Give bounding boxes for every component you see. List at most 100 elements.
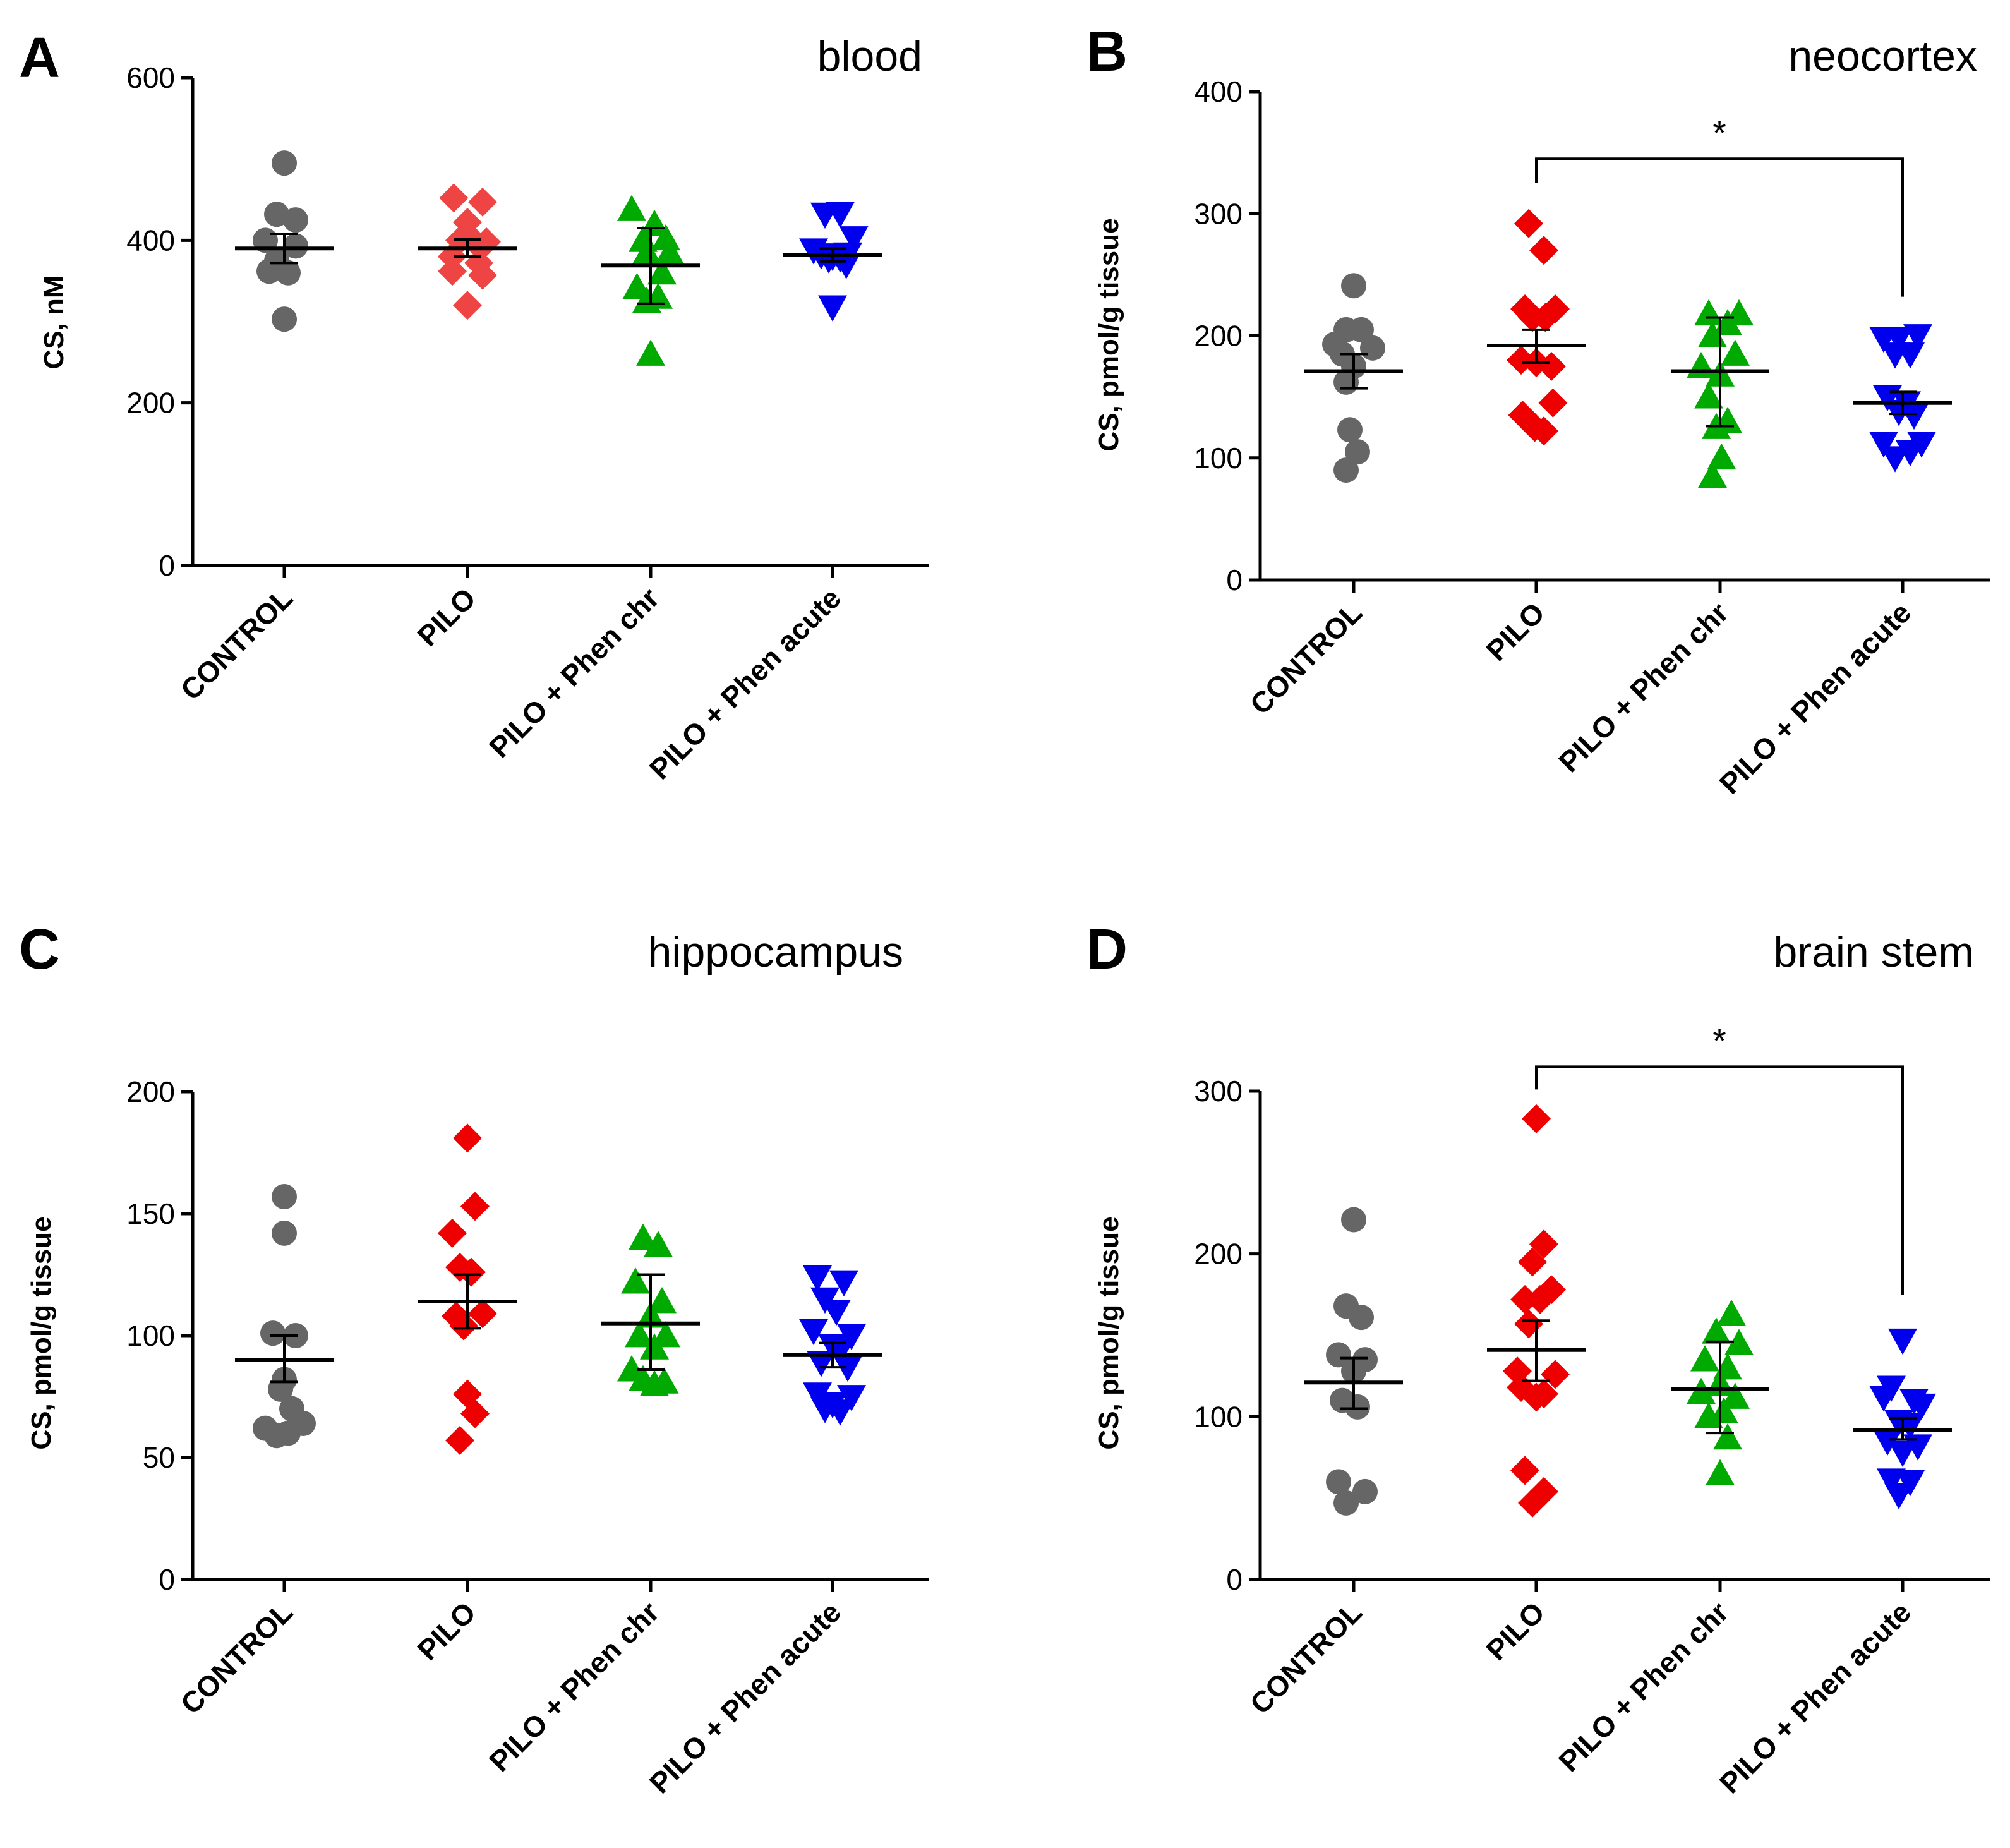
data-point [831, 253, 861, 279]
data-point [1514, 208, 1543, 238]
data-point [1538, 388, 1568, 418]
x-category-label: PILO + Phen chr [483, 581, 665, 764]
data-point [1341, 1207, 1366, 1233]
y-tick-label: 100 [1194, 442, 1243, 474]
data-point [625, 1321, 654, 1348]
data-point [457, 1257, 486, 1287]
data-point [647, 1286, 677, 1314]
y-tick-label: 200 [1194, 1238, 1243, 1271]
y-tick-label: 300 [1194, 197, 1243, 230]
data-point [1526, 1284, 1555, 1314]
y-tick-label: 0 [1226, 564, 1243, 596]
panel-letter: A [19, 27, 60, 90]
x-category-label: CONTROL [174, 581, 299, 706]
data-point [649, 1367, 679, 1394]
data-point [256, 258, 282, 284]
data-point [617, 195, 646, 221]
panel-letter: B [1086, 20, 1128, 83]
data-point [1694, 299, 1723, 326]
data-point [272, 150, 297, 176]
y-axis-label: CS, pmol/g tissue [26, 1216, 57, 1449]
data-point [1333, 457, 1359, 483]
data-point [438, 1218, 467, 1248]
y-tick-label: 600 [126, 61, 175, 94]
significance-bracket [1535, 157, 1904, 297]
data-point [1687, 351, 1716, 378]
x-category-label: PILO + Phen chr [1552, 1595, 1735, 1778]
data-point [1690, 1345, 1719, 1372]
data-point [833, 1355, 862, 1382]
data-point [1333, 1490, 1359, 1516]
data-point [1360, 335, 1385, 361]
y-tick-label: 200 [126, 387, 175, 420]
data-point [640, 1333, 669, 1360]
panel-title: blood [817, 32, 922, 80]
data-point [632, 286, 661, 313]
data-point [1510, 1456, 1539, 1485]
data-point [272, 1220, 297, 1246]
panel-letter: C [19, 918, 60, 981]
data-point [1326, 1469, 1351, 1495]
data-point [1884, 1483, 1913, 1510]
y-tick-label: 200 [126, 1075, 175, 1108]
y-tick-label: 100 [1194, 1400, 1243, 1433]
data-point [1698, 461, 1727, 488]
data-point [449, 1311, 478, 1341]
data-point [1899, 403, 1929, 430]
data-point [1529, 1229, 1558, 1259]
significance-bracket [1535, 1065, 1904, 1295]
data-point [1529, 236, 1558, 265]
data-point [468, 187, 497, 217]
data-point [1341, 273, 1366, 299]
data-point [1907, 1393, 1936, 1420]
data-point [1694, 1402, 1723, 1428]
data-point [1884, 326, 1913, 353]
x-category-label: PILO + Phen acute [643, 581, 847, 785]
data-point [826, 1399, 855, 1426]
data-point [1510, 1284, 1539, 1314]
data-point [1326, 1342, 1351, 1368]
y-axis-label: CS, nM [39, 275, 69, 369]
data-point [1881, 342, 1910, 369]
data-point [1888, 1328, 1917, 1355]
data-point [837, 1385, 866, 1411]
data-point [1869, 432, 1898, 458]
data-point [807, 1351, 836, 1377]
data-point [655, 238, 684, 265]
data-point [826, 202, 855, 228]
data-point [839, 226, 869, 253]
data-point [1345, 439, 1370, 465]
data-point [1721, 339, 1750, 366]
data-point [647, 258, 677, 285]
data-point [1522, 1104, 1551, 1133]
data-point [1522, 1382, 1551, 1412]
y-axis-label: CS, pmol/g tissue [1093, 1216, 1124, 1449]
data-point [1869, 1386, 1898, 1412]
x-category-label: PILO [411, 581, 482, 653]
y-tick-label: 400 [126, 224, 175, 257]
data-point [260, 1320, 286, 1346]
data-point [468, 260, 497, 290]
data-point [1518, 1488, 1547, 1518]
significance-star: * [1712, 112, 1726, 152]
data-point [1514, 1309, 1543, 1339]
panel-title: neocortex [1788, 32, 1977, 80]
y-tick-label: 300 [1194, 1075, 1243, 1108]
data-point [1881, 446, 1910, 473]
y-tick-label: 0 [159, 549, 175, 582]
data-point [468, 1299, 497, 1329]
data-point [651, 224, 680, 251]
data-point [283, 233, 308, 259]
data-point [803, 1382, 832, 1409]
data-point [264, 202, 289, 227]
data-point [1721, 1382, 1750, 1409]
x-category-label: PILO + Phen acute [643, 1595, 847, 1799]
significance-star: * [1712, 1020, 1726, 1060]
panel-title: hippocampus [648, 928, 903, 976]
data-point [803, 1265, 832, 1292]
data-point [1518, 1247, 1547, 1277]
